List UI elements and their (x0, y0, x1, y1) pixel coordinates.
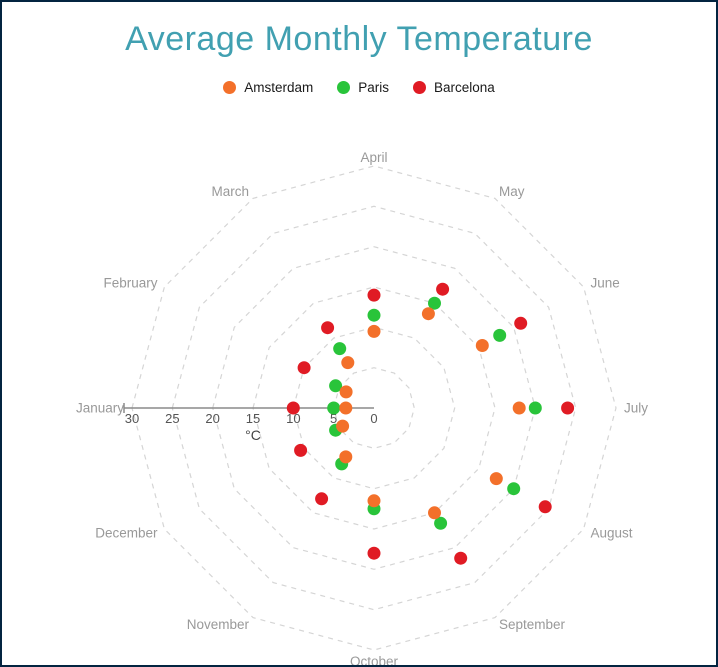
radial-tick-label-5: 5 (330, 411, 337, 426)
legend-dot-paris (337, 81, 351, 94)
data-point-paris-may[interactable] (428, 296, 441, 310)
data-point-paris-march[interactable] (333, 342, 347, 356)
data-point-amsterdam-november[interactable] (339, 450, 353, 464)
data-point-barcelona-february[interactable] (297, 361, 311, 375)
data-point-paris-august[interactable] (507, 482, 521, 496)
data-point-barcelona-january[interactable] (286, 401, 300, 415)
month-label-january: January (76, 401, 124, 416)
legend-label: Paris (358, 80, 389, 95)
data-point-amsterdam-december[interactable] (336, 419, 350, 433)
radial-tick-label-10: 10 (286, 411, 300, 426)
legend-item-barcelona[interactable]: Barcelona (413, 80, 495, 95)
radial-tick-label-15: 15 (246, 411, 260, 426)
data-point-amsterdam-may[interactable] (421, 307, 435, 321)
legend-dot-barcelona (413, 81, 426, 94)
month-label-july: July (624, 401, 648, 416)
data-point-amsterdam-march[interactable] (341, 356, 355, 370)
data-point-paris-june[interactable] (493, 328, 507, 342)
data-point-amsterdam-june[interactable] (475, 339, 489, 352)
month-label-december: December (95, 526, 158, 541)
data-point-amsterdam-august[interactable] (489, 472, 503, 486)
month-label-april: April (360, 150, 387, 165)
month-label-march: March (211, 184, 249, 199)
data-point-barcelona-september[interactable] (454, 551, 468, 565)
data-point-amsterdam-september[interactable] (428, 506, 441, 520)
legend-label: Barcelona (434, 80, 495, 95)
radial-tick-label-30: 30 (125, 411, 139, 426)
grid-ring-10 (292, 326, 456, 490)
month-label-may: May (499, 184, 525, 199)
data-point-barcelona-may[interactable] (436, 282, 450, 296)
data-point-barcelona-august[interactable] (538, 500, 552, 514)
data-point-paris-july[interactable] (528, 401, 542, 415)
radial-tick-label-20: 20 (205, 411, 219, 426)
month-label-november: November (187, 617, 250, 632)
legend-item-paris[interactable]: Paris (337, 80, 389, 95)
chart-title: Average Monthly Temperature (125, 20, 593, 58)
data-point-barcelona-november[interactable] (315, 492, 329, 506)
data-point-barcelona-july[interactable] (561, 401, 575, 415)
legend-label: Amsterdam (244, 80, 314, 95)
data-point-amsterdam-february[interactable] (339, 385, 353, 399)
month-label-october: October (350, 654, 399, 667)
month-label-june: June (591, 276, 620, 291)
legend-item-amsterdam[interactable]: Amsterdam (223, 80, 313, 95)
data-point-amsterdam-october[interactable] (367, 494, 381, 508)
data-point-paris-september[interactable] (434, 516, 448, 530)
grid-ring-25 (171, 205, 577, 611)
month-label-august: August (591, 526, 633, 541)
data-point-amsterdam-july[interactable] (512, 401, 526, 415)
legend-dot-amsterdam (223, 81, 237, 94)
radial-tick-label-0: 0 (370, 411, 377, 426)
data-point-barcelona-april[interactable] (367, 288, 381, 302)
legend: Amsterdam Paris Barcelona (2, 80, 716, 95)
radial-tick-label-25: 25 (165, 411, 179, 426)
data-point-paris-february[interactable] (329, 379, 343, 393)
radial-axis-unit-label: °C (245, 427, 261, 443)
data-point-barcelona-june[interactable] (514, 316, 528, 330)
data-point-barcelona-december[interactable] (294, 443, 308, 457)
data-point-paris-january[interactable] (327, 401, 341, 415)
data-point-amsterdam-january[interactable] (339, 401, 353, 415)
month-label-february: February (103, 276, 157, 291)
month-label-september: September (499, 617, 566, 632)
grid-ring-5 (333, 367, 415, 449)
data-point-barcelona-march[interactable] (321, 321, 335, 335)
data-point-amsterdam-april[interactable] (367, 324, 381, 338)
grid-ring-30 (131, 165, 617, 651)
data-point-barcelona-october[interactable] (367, 546, 381, 560)
data-point-paris-april[interactable] (367, 308, 381, 322)
